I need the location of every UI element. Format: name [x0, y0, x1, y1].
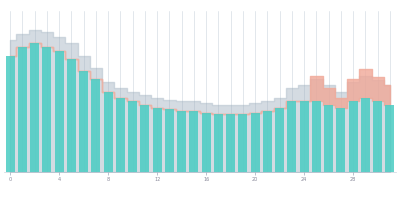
- Bar: [55, 51, 64, 172]
- Bar: [312, 101, 321, 172]
- Bar: [226, 114, 235, 172]
- Bar: [288, 101, 296, 172]
- Bar: [6, 56, 14, 172]
- Bar: [116, 98, 125, 172]
- Bar: [373, 101, 382, 172]
- Bar: [263, 111, 272, 172]
- Bar: [165, 109, 174, 172]
- Bar: [18, 47, 27, 172]
- Bar: [104, 92, 112, 172]
- Bar: [128, 101, 137, 172]
- Bar: [42, 47, 51, 172]
- Bar: [386, 105, 394, 172]
- Bar: [140, 105, 149, 172]
- Bar: [190, 111, 198, 172]
- Bar: [202, 113, 210, 172]
- Bar: [349, 101, 358, 172]
- Bar: [275, 108, 284, 172]
- Bar: [30, 43, 39, 172]
- Bar: [214, 114, 223, 172]
- Bar: [238, 114, 247, 172]
- Bar: [336, 108, 345, 172]
- Bar: [300, 101, 308, 172]
- Bar: [251, 113, 260, 172]
- Bar: [153, 108, 162, 172]
- Bar: [92, 79, 100, 172]
- Bar: [324, 105, 333, 172]
- Bar: [67, 59, 76, 172]
- Bar: [361, 98, 370, 172]
- Bar: [79, 71, 88, 172]
- Bar: [177, 111, 186, 172]
